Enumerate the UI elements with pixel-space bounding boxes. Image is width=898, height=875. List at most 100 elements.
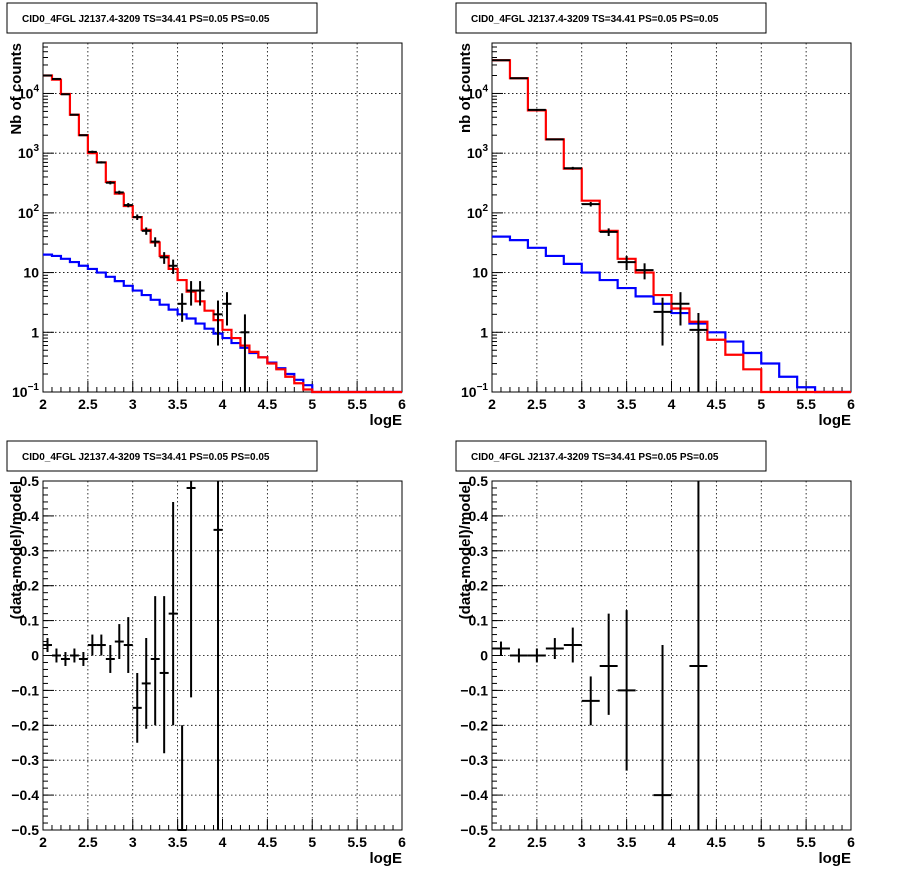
title-box (6, 440, 318, 472)
y-tick-label: 1 (480, 324, 488, 340)
y-tick-label: −0.5 (11, 822, 39, 838)
x-tick-label: 2 (39, 834, 47, 850)
data-point (168, 259, 178, 274)
data-point (240, 314, 250, 392)
data-point (635, 263, 654, 280)
data-point (150, 237, 160, 247)
data-point (599, 228, 618, 236)
chart-panel-2: 2 2.5 3 3.5 4 4.5 5 5.5 6 10−1 1 10 102 103 104 logE nb … (455, 2, 855, 429)
x-tick-label: 5.5 (796, 834, 816, 850)
y-tick-label: −0.3 (460, 752, 488, 768)
data-point (159, 596, 169, 754)
x-tick-label: 4.5 (707, 396, 727, 412)
data-point (168, 501, 178, 726)
data-point (581, 676, 600, 726)
data-point (177, 293, 187, 322)
y-tick-label: 102 (18, 203, 40, 221)
plot-frame (491, 480, 852, 831)
x-axis-title: logE (370, 850, 403, 867)
data-point (87, 150, 97, 154)
x-tick-label: 3.5 (617, 834, 637, 850)
data-point (617, 610, 636, 771)
plot-frame (491, 42, 852, 393)
data-point (213, 481, 223, 830)
y-tick-label: 0 (31, 648, 39, 664)
data-point (509, 648, 528, 663)
data-point (527, 108, 546, 111)
y-tick-label: −0.1 (460, 682, 488, 698)
data-point (213, 300, 223, 346)
x-axis-title: logE (370, 412, 403, 429)
data-point (69, 648, 79, 663)
x-tick-label: 4 (219, 396, 227, 412)
data-point (563, 627, 582, 663)
y-tick-label: 0.3 (20, 543, 40, 559)
data-point (114, 624, 124, 659)
y-tick-label: 103 (18, 143, 40, 161)
y-tick-label: −0.2 (460, 717, 488, 733)
y-tick-label: 0.5 (469, 473, 489, 489)
x-tick-label: 3 (578, 396, 586, 412)
data-point (527, 648, 546, 663)
series-total-model (43, 74, 402, 394)
data-point (545, 638, 564, 659)
y-axis-title: nb of counts (457, 43, 474, 133)
data-point (51, 648, 61, 663)
data-point (123, 617, 133, 673)
y-tick-label: 10 (472, 265, 488, 281)
data-point (186, 281, 196, 306)
series-background-model (43, 253, 402, 394)
x-tick-label: 2.5 (78, 396, 98, 412)
data-point (69, 113, 79, 116)
data-point (96, 634, 106, 656)
x-axis-title: logE (819, 850, 852, 867)
y-tick-label: −0.4 (11, 787, 39, 803)
data-point (96, 161, 106, 164)
chart-panel-3: 2 2.5 3 3.5 4 4.5 5 5.5 6 −0.5 −0.4 −0.3 −0.2 −0.1 0 0.… (6, 440, 406, 867)
data-point (689, 313, 708, 392)
plot-frame (42, 480, 403, 831)
y-axis-title: (data-model)/model (8, 481, 25, 619)
data-point (78, 134, 88, 137)
y-tick-label: 0.4 (20, 508, 40, 524)
chart-title: CID0_4FGL J2137.4-3209 TS=34.41 PS=0.05 … (471, 452, 719, 463)
x-tick-label: 5 (308, 834, 316, 850)
y-tick-label: 0.1 (20, 613, 40, 629)
data-point (132, 214, 142, 220)
data-point (51, 77, 61, 80)
y-tick-label: 0.5 (20, 473, 40, 489)
data-point (78, 652, 88, 666)
y-tick-label: −0.5 (460, 822, 488, 838)
data-point (222, 292, 232, 326)
x-tick-label: 5.5 (796, 396, 816, 412)
series-total-model (492, 59, 851, 394)
x-tick-label: 2 (39, 396, 47, 412)
y-tick-label: 10 (23, 265, 39, 281)
data-point (689, 481, 708, 830)
data-point (87, 634, 97, 656)
y-axis-title: Nb of counts (8, 43, 25, 135)
y-tick-label: 0.3 (469, 543, 489, 559)
x-tick-label: 4 (219, 834, 227, 850)
y-tick-label: 10−1 (461, 382, 488, 400)
data-point (43, 638, 52, 653)
y-tick-label: 0.2 (20, 578, 40, 594)
title-box (455, 2, 767, 34)
x-tick-label: 2 (488, 834, 496, 850)
data-point (141, 638, 151, 729)
x-tick-label: 6 (847, 396, 855, 412)
chart-panel-1: 2 2.5 3 3.5 4 4.5 5 5.5 6 10−1 1 10 102 103 104 logE Nb … (6, 2, 406, 429)
y-tick-label: 1 (31, 324, 39, 340)
y-tick-label: 104 (18, 83, 40, 101)
chart-title: CID0_4FGL J2137.4-3209 TS=34.41 PS=0.05 … (471, 14, 719, 25)
plot-frame (42, 42, 403, 393)
x-axis-title: logE (819, 412, 852, 429)
x-tick-label: 5.5 (347, 834, 367, 850)
data-point (105, 181, 115, 185)
x-tick-label: 3.5 (168, 834, 188, 850)
y-tick-label: 102 (467, 203, 489, 221)
x-tick-label: 5.5 (347, 396, 367, 412)
x-tick-label: 3 (129, 834, 137, 850)
data-point (581, 202, 600, 207)
